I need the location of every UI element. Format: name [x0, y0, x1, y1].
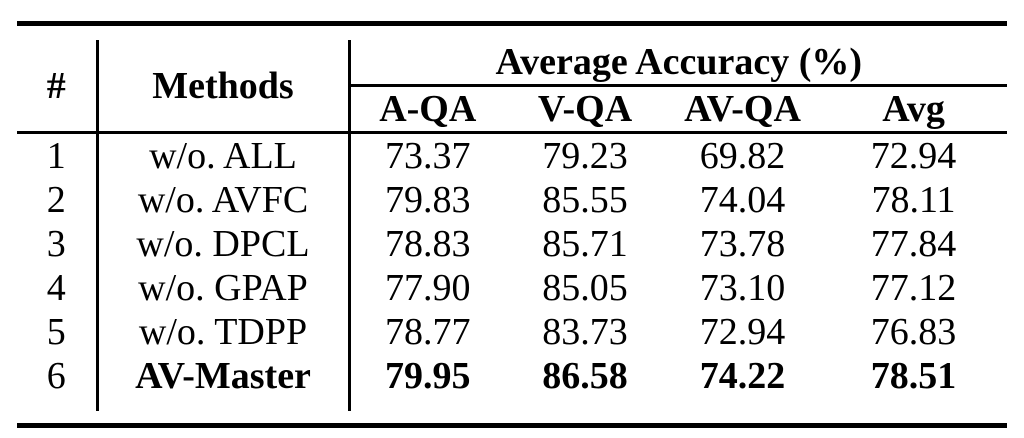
ablation-table-figure: # Methods Average Accuracy (%) A-QA V-QA…	[17, 21, 1008, 428]
table-bottom-rule	[17, 423, 1007, 428]
v-qa-value: 83.73	[542, 311, 628, 353]
table-row: 5 w/o. TDPP 78.77 83.73 72.94 76.83	[17, 310, 1007, 354]
avg-value: 77.84	[870, 223, 957, 265]
v-qa-value: 86.58	[542, 355, 628, 397]
header-row-group: # Methods Average Accuracy (%)	[17, 40, 1008, 134]
method-name: w/o. GPAP	[97, 266, 351, 310]
header-a-qa: A-QA	[349, 85, 505, 134]
header-group-average-accuracy: Average Accuracy (%)	[349, 40, 1008, 87]
av-qa-value: 73.10	[699, 267, 786, 309]
av-qa-value: 72.94	[699, 311, 786, 353]
method-name: w/o. ALL	[97, 132, 351, 178]
table-row: 3 w/o. DPCL 78.83 85.71 73.78 77.84	[17, 222, 1007, 266]
header-row-sub: A-QA V-QA AV-QA Avg	[17, 85, 1008, 134]
av-qa-value: 69.82	[699, 135, 786, 177]
row-num: 5	[17, 310, 99, 354]
v-qa-value: 85.71	[542, 223, 628, 265]
a-qa-value: 77.90	[385, 267, 471, 309]
av-qa-value: 74.22	[699, 355, 786, 397]
a-qa-value: 79.83	[385, 179, 471, 221]
row-num: 2	[17, 178, 99, 222]
header-av-qa: AV-QA	[665, 85, 820, 134]
method-name: AV-Master	[97, 354, 351, 411]
table-top-rule	[17, 21, 1007, 26]
row-num: 3	[17, 222, 99, 266]
table-header: # Methods Average Accuracy (%) A-QA V-QA…	[17, 40, 1008, 134]
avg-value: 78.11	[871, 179, 956, 221]
row-num: 1	[17, 132, 99, 178]
avg-value: 76.83	[870, 311, 957, 353]
row-num: 4	[17, 266, 99, 310]
method-name: w/o. DPCL	[97, 222, 351, 266]
v-qa-value: 85.55	[542, 179, 628, 221]
a-qa-value: 78.77	[385, 311, 471, 353]
table-body: 1 w/o. ALL 73.37 79.23 69.82 72.94 2 w/o…	[17, 132, 1007, 411]
row-num: 6	[17, 354, 99, 411]
a-qa-value: 79.95	[385, 355, 471, 397]
v-qa-value: 85.05	[542, 267, 628, 309]
method-name: w/o. AVFC	[97, 178, 351, 222]
avg-value: 78.51	[870, 355, 957, 397]
header-methods: Methods	[97, 40, 351, 134]
avg-value: 72.94	[870, 135, 957, 177]
method-name: w/o. TDPP	[97, 310, 351, 354]
table-row-best: 6 AV-Master 79.95 86.58 74.22 78.51	[17, 354, 1007, 411]
av-qa-value: 73.78	[699, 223, 786, 265]
av-qa-value: 74.04	[699, 179, 786, 221]
table-row: 4 w/o. GPAP 77.90 85.05 73.10 77.12	[17, 266, 1007, 310]
ablation-table: # Methods Average Accuracy (%) A-QA V-QA…	[17, 40, 1008, 411]
avg-value: 77.12	[870, 267, 957, 309]
a-qa-value: 73.37	[385, 135, 471, 177]
table-row: 1 w/o. ALL 73.37 79.23 69.82 72.94	[17, 132, 1007, 178]
header-v-qa: V-QA	[505, 85, 665, 134]
table-row: 2 w/o. AVFC 79.83 85.55 74.04 78.11	[17, 178, 1007, 222]
header-num: #	[17, 40, 99, 134]
a-qa-value: 78.83	[385, 223, 471, 265]
v-qa-value: 79.23	[542, 135, 628, 177]
header-avg: Avg	[820, 85, 1008, 134]
